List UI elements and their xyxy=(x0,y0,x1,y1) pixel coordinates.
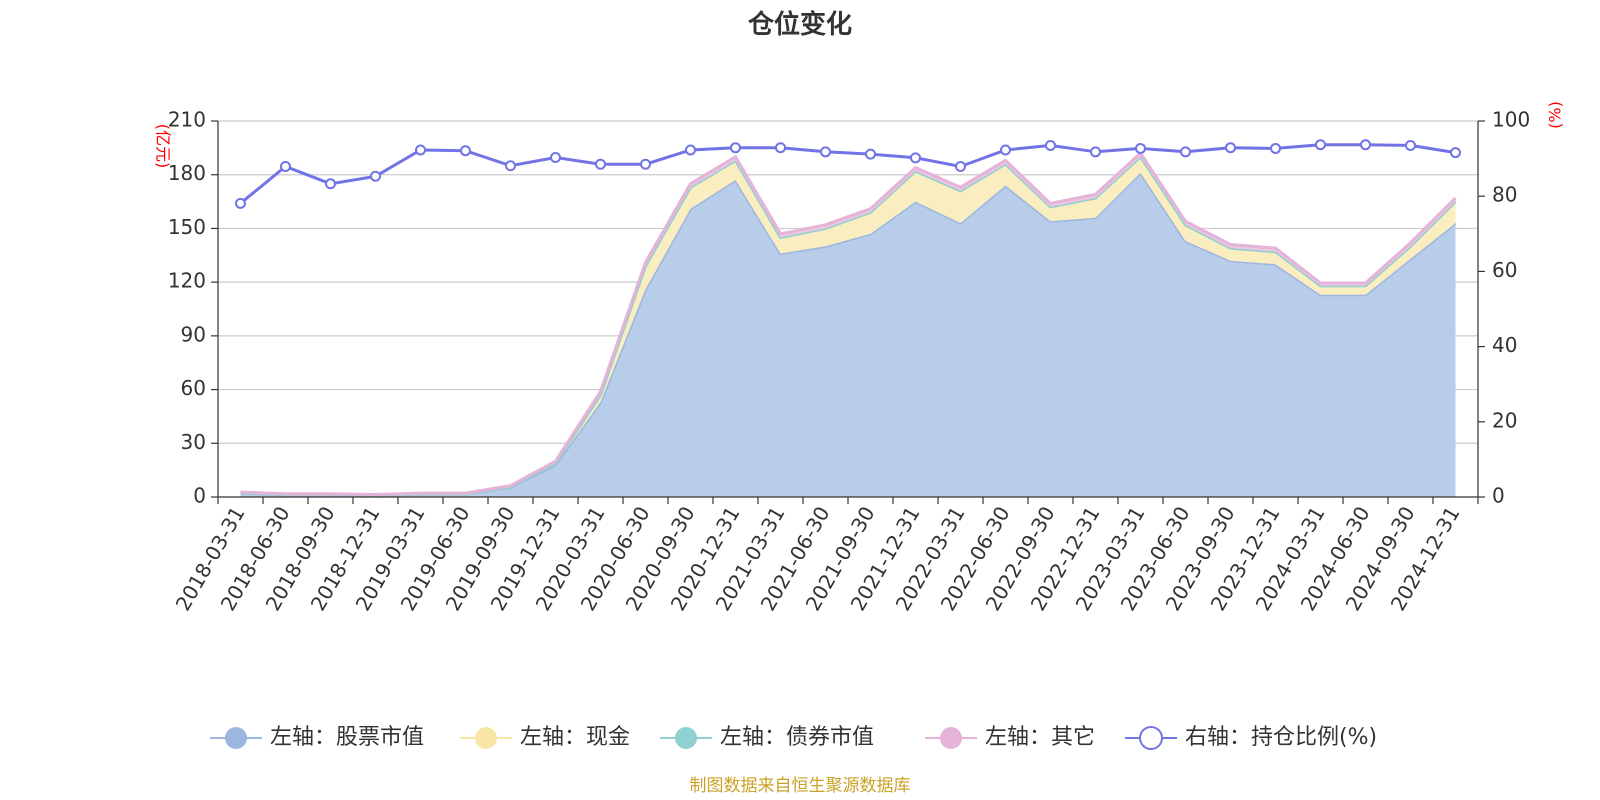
area-edge-series-3 xyxy=(240,150,1457,497)
legend: 左轴：股票市值 左轴：现金 左轴：债券市值 左轴：其它 右轴：持仓比例(%) xyxy=(210,725,1377,750)
ratio-point xyxy=(460,145,471,157)
left-tick-label: 90 xyxy=(181,322,206,346)
ratio-point xyxy=(1225,142,1236,154)
left-tick-label: 60 xyxy=(181,376,206,400)
right-tick-label: 40 xyxy=(1492,333,1517,357)
area-layer xyxy=(240,150,1457,497)
ratio-point xyxy=(1405,139,1416,151)
legend-marker-1 xyxy=(475,727,497,749)
left-axis-unit: (亿元) xyxy=(154,124,173,169)
legend-label-2: 左轴：债券市值 xyxy=(720,725,874,750)
left-tick-label: 210 xyxy=(168,108,206,132)
ratio-point xyxy=(370,170,381,182)
ratio-point xyxy=(235,197,246,209)
line-layer xyxy=(235,139,1461,209)
legend-label-4: 右轴：持仓比例(%) xyxy=(1185,725,1377,750)
left-tick-label: 180 xyxy=(168,161,206,185)
right-tick-label: 100 xyxy=(1492,108,1530,132)
area-series-1 xyxy=(240,156,1456,496)
ratio-point xyxy=(505,160,516,172)
legend-marker-2 xyxy=(675,727,697,749)
ratio-point xyxy=(955,160,966,172)
area-series-0 xyxy=(240,172,1456,497)
ratio-point xyxy=(325,178,336,190)
ratio-point xyxy=(550,151,561,163)
right-tick-label: 80 xyxy=(1492,183,1517,207)
ratio-point xyxy=(1135,142,1146,154)
legend-label-3: 左轴：其它 xyxy=(985,725,1095,750)
ratio-point xyxy=(595,158,606,170)
ratio-point xyxy=(1315,139,1326,151)
legend-marker-4 xyxy=(1139,726,1163,750)
right-tick-label: 20 xyxy=(1492,408,1517,432)
ratio-point xyxy=(640,158,651,170)
legend-label-0: 左轴：股票市值 xyxy=(270,725,424,750)
legend-marker-3 xyxy=(940,727,962,749)
ratio-point xyxy=(730,142,741,154)
left-tick-label: 0 xyxy=(193,484,206,508)
ratio-line xyxy=(239,143,1456,205)
ratio-point xyxy=(1180,146,1191,158)
ratio-point xyxy=(280,160,291,172)
left-tick-label: 150 xyxy=(168,215,206,239)
ratio-point xyxy=(865,148,876,160)
right-tick-label: 0 xyxy=(1492,484,1505,508)
legend-marker-0 xyxy=(225,727,247,749)
legend-label-1: 左轴：现金 xyxy=(520,725,630,750)
left-tick-label: 30 xyxy=(181,430,206,454)
right-axis-unit: (%) xyxy=(1546,101,1565,129)
ratio-point xyxy=(1045,139,1056,151)
ratio-point xyxy=(1090,146,1101,158)
left-tick-label: 120 xyxy=(168,269,206,293)
ratio-point xyxy=(415,144,426,156)
ratio-point xyxy=(910,152,921,164)
ratio-point xyxy=(1000,144,1011,156)
ratio-point xyxy=(1450,147,1461,159)
ratio-point xyxy=(820,146,831,158)
chart-title: 仓位变化 xyxy=(747,9,852,40)
ratio-point xyxy=(685,144,696,156)
right-tick-label: 60 xyxy=(1492,258,1517,282)
ratio-point xyxy=(775,142,786,154)
data-source-note: 制图数据来自恒生聚源数据库 xyxy=(690,776,911,796)
ratio-point xyxy=(1270,142,1281,154)
ratio-point xyxy=(1360,139,1371,151)
